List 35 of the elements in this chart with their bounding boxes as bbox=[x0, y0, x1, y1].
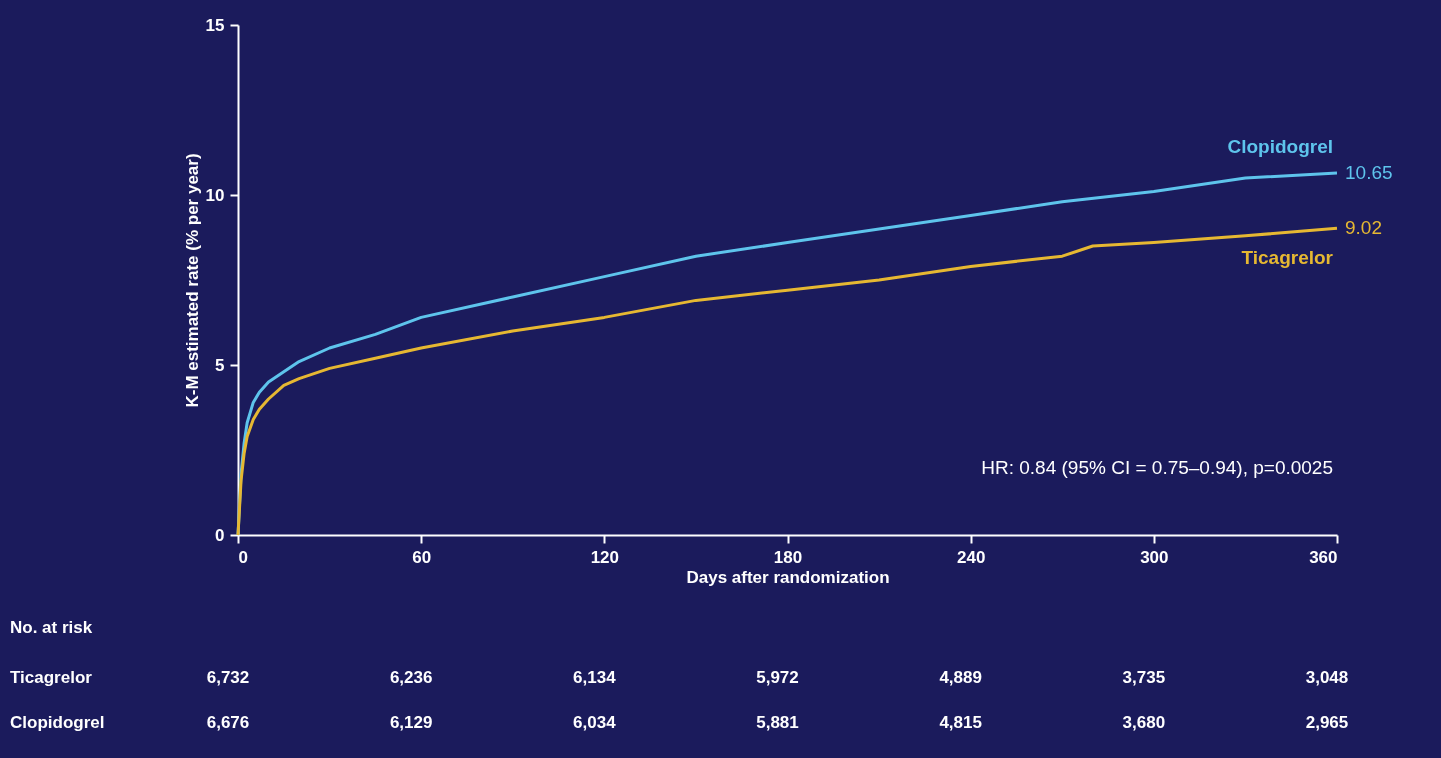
series-label: Clopidogrel bbox=[1227, 135, 1333, 157]
x-tick-label: 360 bbox=[1309, 547, 1338, 567]
text: 3,048 bbox=[1305, 668, 1349, 687]
x-tick-label: 120 bbox=[590, 547, 620, 567]
y-tick-label: 0 bbox=[215, 525, 225, 545]
x-tick-label: 60 bbox=[412, 547, 432, 567]
y-tick-label: 15 bbox=[205, 15, 225, 35]
x-axis-title: Days after randomization bbox=[686, 567, 890, 587]
text: 5,972 bbox=[756, 668, 799, 687]
text: 4,889 bbox=[939, 668, 982, 687]
y-tick-label: 10 bbox=[205, 185, 225, 205]
y-tick-label: 5 bbox=[215, 355, 225, 375]
annotation: HR: 0.84 (95% CI = 0.75–0.94), p=0.0025 bbox=[981, 457, 1333, 478]
text: 6,676 bbox=[206, 713, 250, 732]
data-label: 9.02 bbox=[1345, 217, 1382, 239]
text: 3,680 bbox=[1122, 713, 1166, 732]
x-tick-label: 300 bbox=[1140, 547, 1169, 567]
text: 6,129 bbox=[389, 713, 433, 732]
text: 2,965 bbox=[1305, 713, 1349, 732]
x-tick-label: 240 bbox=[956, 547, 986, 567]
text: Clopidogrel bbox=[10, 713, 105, 732]
series-label: Ticagrelor bbox=[1241, 247, 1334, 269]
text: 6,732 bbox=[206, 668, 250, 687]
text: No. at risk bbox=[10, 618, 93, 637]
text: 4,815 bbox=[939, 713, 982, 732]
x-tick-label: 0 bbox=[238, 547, 248, 567]
text: 6,034 bbox=[573, 713, 617, 732]
text: 6,236 bbox=[389, 668, 433, 687]
text: 5,881 bbox=[756, 713, 799, 732]
data-label: 10.65 bbox=[1345, 161, 1393, 183]
text: 6,134 bbox=[573, 668, 617, 687]
text: Ticagrelor bbox=[10, 668, 93, 687]
text: 3,735 bbox=[1122, 668, 1166, 687]
y-axis-title: K-M estimated rate (% per year) bbox=[182, 153, 202, 408]
x-tick-label: 180 bbox=[773, 547, 803, 567]
